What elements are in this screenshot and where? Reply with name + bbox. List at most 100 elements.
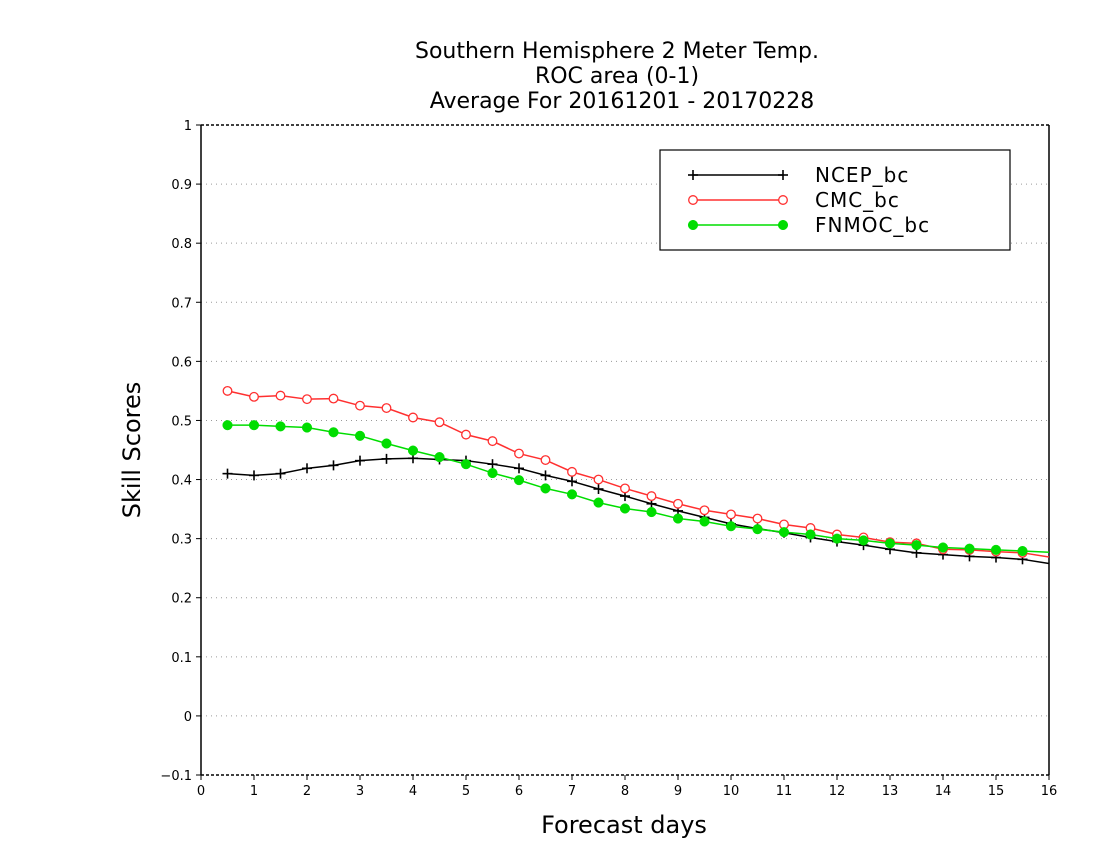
marker-filled-circle [805, 529, 816, 540]
x-tick-label: 12 [829, 784, 846, 799]
marker-plus [487, 459, 498, 470]
series-fnmoc-bc [222, 420, 1050, 557]
legend-entry: FNMOC_bc [687, 213, 930, 237]
legend-label: FNMOC_bc [815, 213, 930, 237]
x-tick-label: 0 [197, 784, 205, 799]
marker-filled-circle [407, 445, 419, 456]
marker-open-circle [620, 483, 630, 494]
y-tick-label: 0.9 [171, 178, 192, 193]
x-tick-label: 2 [303, 784, 311, 799]
marker-open-circle [699, 505, 710, 516]
chart-title: Southern Hemisphere 2 Meter Temp. ROC ar… [415, 39, 819, 114]
series-ncep-bc [222, 453, 1050, 565]
marker-open-circle [778, 195, 788, 205]
marker-filled-circle [884, 538, 896, 549]
marker-plus [381, 453, 392, 464]
marker-plus [328, 460, 339, 471]
marker-plus [249, 470, 259, 481]
marker-filled-circle [619, 503, 631, 514]
marker-filled-circle [687, 219, 699, 231]
y-tick-label: 0.1 [171, 651, 192, 666]
marker-open-circle [726, 509, 736, 520]
x-tick-label: 16 [1041, 784, 1058, 799]
marker-open-circle [752, 513, 763, 524]
x-axis-label: Forecast days [541, 811, 707, 839]
x-tick-label: 11 [776, 784, 793, 799]
marker-filled-circle [593, 497, 604, 508]
marker-open-circle [302, 394, 312, 405]
marker-filled-circle [460, 459, 472, 470]
marker-filled-circle [540, 483, 551, 494]
x-tick-label: 6 [515, 784, 523, 799]
marker-plus [688, 170, 698, 180]
marker-open-circle [646, 491, 657, 502]
y-tick-label: 0.7 [171, 296, 192, 311]
series-line [227, 424, 1050, 553]
series-line [227, 390, 1050, 558]
x-tick-label: 7 [568, 784, 576, 799]
marker-filled-circle [964, 543, 975, 554]
marker-filled-circle [646, 506, 657, 518]
marker-open-circle [688, 195, 698, 205]
marker-plus [355, 455, 365, 466]
y-tick-label: 0.6 [171, 355, 192, 370]
marker-filled-circle [301, 422, 313, 433]
marker-filled-circle [328, 427, 339, 438]
marker-filled-circle [858, 535, 869, 546]
marker-open-circle [540, 455, 551, 465]
marker-open-circle [434, 417, 445, 428]
series-cmc-bc [222, 385, 1050, 558]
marker-filled-circle [566, 489, 578, 500]
y-tick-label: 0 [184, 710, 192, 725]
y-axis: −0.1 0 0.1 0.2 0.3 0.4 0.5 0.6 0.7 0.8 0.9 1 [160, 119, 201, 784]
marker-filled-circle [752, 524, 763, 535]
marker-plus [302, 463, 312, 474]
marker-open-circle [408, 412, 418, 423]
x-tick-label: 10 [723, 784, 740, 799]
y-tick-label: 0.2 [171, 592, 192, 607]
marker-filled-circle [990, 544, 1002, 555]
marker-plus [593, 484, 604, 494]
marker-filled-circle [672, 513, 684, 524]
marker-open-circle [355, 400, 365, 411]
marker-open-circle [673, 498, 683, 509]
marker-open-circle [514, 448, 524, 459]
y-tick-label: 0.4 [171, 474, 192, 489]
marker-filled-circle [699, 516, 710, 527]
plot-area [200, 124, 1050, 776]
marker-plus [778, 170, 788, 180]
x-tick-label: 14 [935, 784, 952, 799]
marker-open-circle [328, 393, 339, 404]
legend-label: NCEP_bc [815, 163, 909, 187]
title-line-3: Average For 20161201 - 20170228 [430, 89, 815, 114]
marker-plus [222, 468, 233, 479]
marker-open-circle [461, 429, 471, 440]
marker-plus [275, 468, 286, 479]
legend-entry: CMC_bc [688, 188, 900, 212]
marker-open-circle [381, 403, 392, 413]
y-axis-label: Skill Scores [118, 382, 146, 519]
marker-open-circle [593, 474, 604, 485]
legend-label: CMC_bc [815, 188, 900, 212]
marker-plus [514, 463, 524, 474]
marker-open-circle [567, 466, 577, 477]
marker-filled-circle [831, 533, 843, 544]
x-tick-label: 3 [356, 784, 364, 799]
marker-open-circle [249, 391, 259, 402]
marker-filled-circle [778, 527, 790, 538]
marker-filled-circle [487, 467, 498, 479]
y-tick-label: 0.3 [171, 533, 192, 548]
x-tick-label: 8 [621, 784, 629, 799]
marker-filled-circle [513, 475, 525, 486]
x-axis: 0 1 2 3 4 5 6 7 8 9 10 11 12 13 14 15 16 [197, 775, 1057, 799]
marker-filled-circle [777, 219, 789, 231]
x-tick-label: 9 [674, 784, 682, 799]
x-tick-label: 13 [882, 784, 899, 799]
marker-open-circle [487, 436, 498, 447]
x-tick-label: 15 [988, 784, 1005, 799]
title-line-1: Southern Hemisphere 2 Meter Temp. [415, 39, 819, 64]
x-tick-label: 1 [250, 784, 258, 799]
marker-filled-circle [381, 438, 392, 449]
